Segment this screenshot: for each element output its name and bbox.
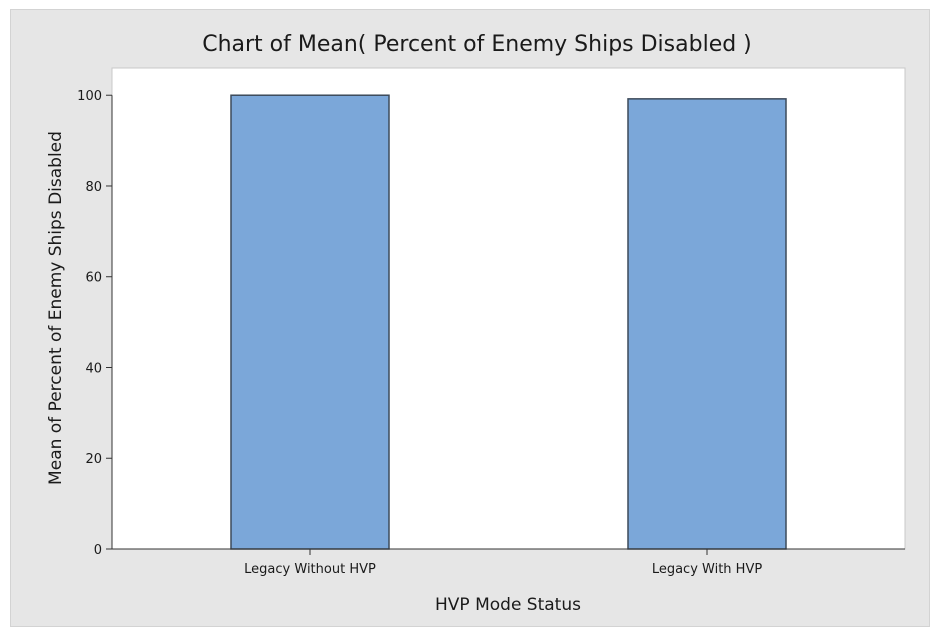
x-tick-label: Legacy With HVP	[652, 562, 763, 577]
y-axis: 0 20 40 60 80 100	[77, 89, 113, 558]
bar-legacy-without-hvp	[230, 94, 390, 550]
x-axis-label: HVP Mode Status	[435, 595, 581, 615]
y-tick-label: 100	[77, 89, 102, 104]
x-tick-label: Legacy Without HVP	[244, 562, 376, 577]
bar-legacy-with-hvp	[627, 98, 787, 550]
bars-group	[230, 94, 787, 550]
chart-title: Chart of Mean( Percent of Enemy Ships Di…	[202, 32, 752, 57]
y-tick-label: 60	[85, 271, 102, 286]
y-tick-label: 40	[85, 361, 102, 376]
y-tick-label: 80	[85, 180, 102, 195]
y-axis-label: Mean of Percent of Enemy Ships Disabled	[46, 131, 66, 485]
y-tick-label: 0	[94, 543, 102, 558]
x-axis: Legacy Without HVP Legacy With HVP	[112, 548, 905, 577]
y-tick-label: 20	[85, 452, 102, 467]
